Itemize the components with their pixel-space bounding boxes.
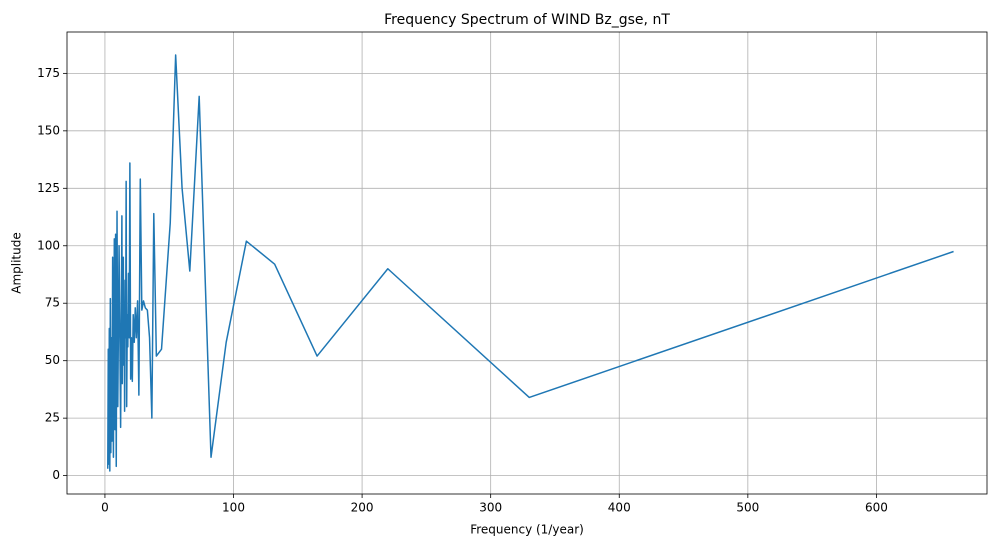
x-tick-label: 0	[101, 501, 109, 515]
y-tick-label: 100	[37, 238, 60, 252]
x-tick-label: 100	[222, 501, 245, 515]
data-line	[107, 54, 954, 472]
y-tick-label: 50	[45, 353, 60, 367]
y-tick-label: 175	[37, 66, 60, 80]
chart-title: Frequency Spectrum of WIND Bz_gse, nT	[384, 12, 670, 28]
y-tick-label: 125	[37, 181, 60, 195]
y-tick-label: 25	[45, 411, 60, 425]
y-tick-label: 75	[45, 296, 60, 310]
x-tick-label: 200	[351, 501, 374, 515]
x-tick-label: 500	[736, 501, 759, 515]
y-tick-label: 0	[52, 468, 60, 482]
x-tick-label: 400	[608, 501, 631, 515]
plot-frame	[66, 31, 988, 495]
x-tick-label: 300	[479, 501, 502, 515]
x-axis-label: Frequency (1/year)	[470, 523, 584, 537]
x-tick-label: 600	[865, 501, 888, 515]
y-axis-label: Amplitude	[10, 232, 24, 294]
y-tick-label: 150	[37, 123, 60, 137]
